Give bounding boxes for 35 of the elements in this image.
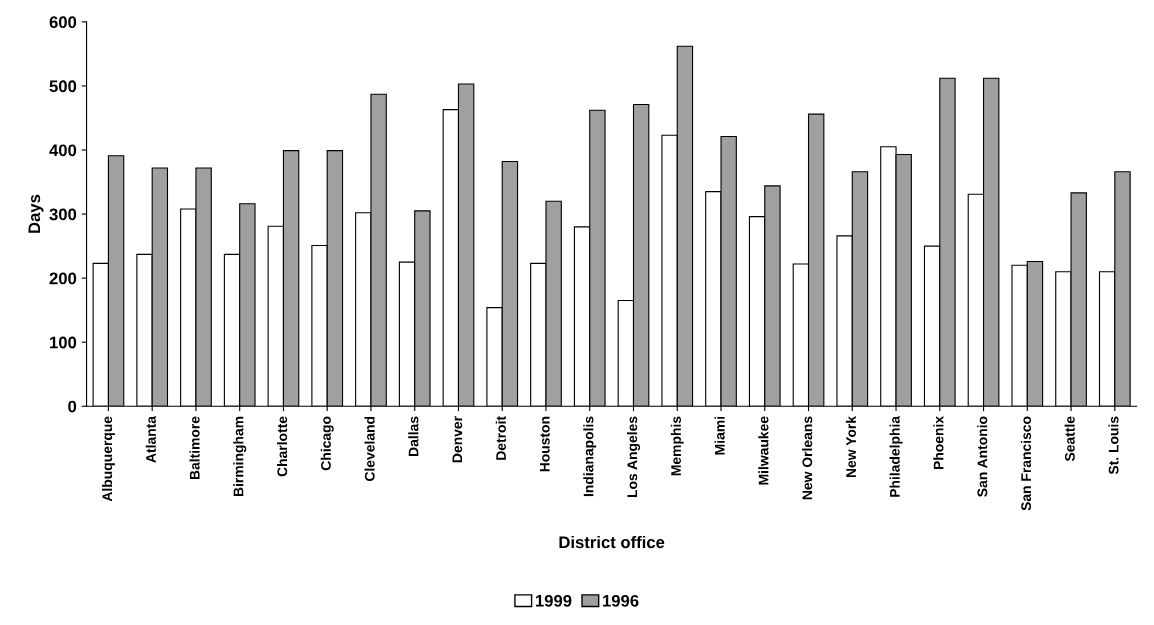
- x-tick-label: Houston: [540, 416, 550, 472]
- y-tick-label: 500: [49, 80, 77, 93]
- y-axis-title: Days: [28, 194, 44, 233]
- x-tick-label: Indianapolis: [583, 416, 597, 497]
- legend-label: 1996: [603, 594, 639, 607]
- x-tick-label: Phoenix: [933, 416, 944, 470]
- y-tick-label: 0: [68, 400, 77, 413]
- x-tick-label: Miami: [714, 416, 725, 455]
- x-tick-label: Detroit: [495, 416, 506, 460]
- x-tick-label: Philadelphia: [889, 415, 903, 497]
- x-tick-label: New Orleans: [802, 416, 813, 500]
- x-tick-label: Milwaukee: [758, 416, 769, 485]
- x-tick-label: San Francisco: [1020, 416, 1032, 511]
- y-tick-label: 400: [49, 144, 77, 157]
- x-tick-label: Dallas: [408, 416, 419, 456]
- y-tick-label: 200: [49, 272, 77, 285]
- legend-label: 1999: [535, 594, 572, 607]
- y-tick-label: 600: [49, 16, 77, 29]
- y-tick-label: 100: [50, 336, 77, 349]
- x-tick-label: New York: [845, 415, 857, 478]
- x-tick-label: Los Angeles: [626, 416, 640, 498]
- x-tick-label: Seattle: [1064, 416, 1075, 462]
- x-tick-label: San Antonio: [977, 416, 988, 497]
- x-tick-label: Charlotte: [276, 416, 288, 477]
- x-tick-label: Chicago: [320, 416, 334, 471]
- x-axis-title: District office: [559, 535, 665, 549]
- x-tick-label: Albuquerque: [101, 416, 115, 502]
- x-tick-label: St. Louis: [1108, 416, 1119, 475]
- x-tick-label: Memphis: [670, 416, 684, 476]
- x-tick-label: Atlanta: [145, 415, 156, 463]
- x-tick-label: Cleveland: [364, 416, 375, 482]
- x-tick-label: Baltimore: [189, 416, 200, 480]
- x-tick-label: Denver: [452, 416, 463, 463]
- y-tick-label: 300: [49, 208, 77, 221]
- x-tick-label: Birmingham: [233, 416, 247, 497]
